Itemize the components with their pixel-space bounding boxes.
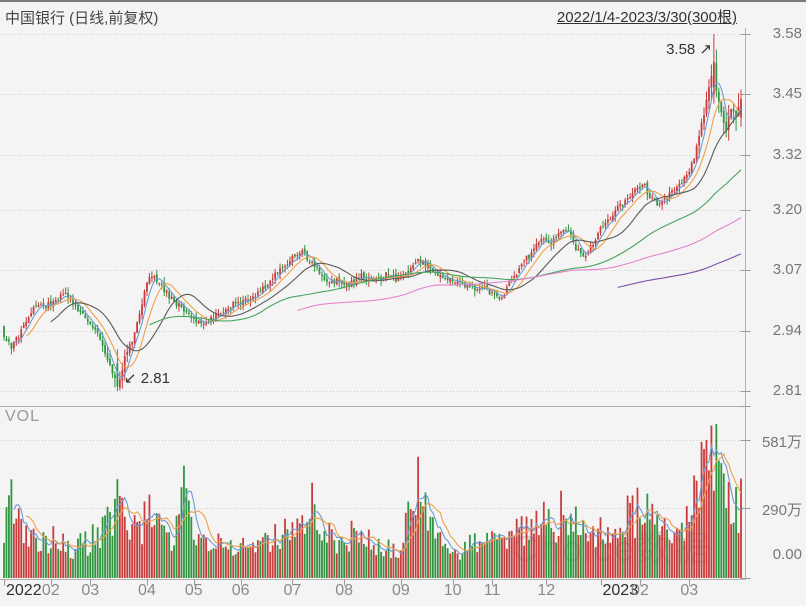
x-tick-label: 02 — [631, 582, 649, 599]
x-tick-label: 10 — [443, 582, 462, 599]
low-annotation: ↙ 2.81 — [124, 370, 170, 387]
price-tick-label: 3.45 — [772, 85, 802, 103]
volume-tick-label: 290万 — [761, 502, 802, 519]
x-tick-label: 05 — [184, 582, 203, 599]
x-tick-label: 08 — [335, 582, 354, 599]
price-tick-label: 3.20 — [772, 201, 802, 219]
price-tick-label: 2.94 — [772, 321, 802, 339]
x-tick-label: 2022 — [6, 582, 42, 599]
x-tick-label: 06 — [231, 582, 250, 599]
price-tick-label: 3.32 — [772, 145, 802, 163]
x-tick-label: 03 — [81, 582, 100, 599]
x-tick-label: 2023 — [602, 582, 639, 599]
price-tick-label: 3.58 — [772, 25, 802, 42]
price-tick-label: 3.07 — [772, 261, 802, 279]
volume-tick-label: 581万 — [761, 434, 802, 451]
date-range-link[interactable]: 2022/1/4-2023/3/30(300根) — [556, 9, 737, 26]
x-tick-label: 03 — [680, 582, 699, 599]
x-tick-label: 12 — [537, 582, 556, 599]
price-tick-label: 2.81 — [772, 382, 802, 399]
x-tick-label: 09 — [391, 582, 410, 599]
page-title: 中国银行 (日线,前复权) — [5, 10, 159, 27]
x-tick-label: 04 — [138, 582, 156, 599]
x-tick-label: 07 — [283, 582, 302, 599]
x-tick-label: 02 — [41, 582, 60, 599]
vol-pane-label: VOL — [5, 408, 41, 425]
high-annotation: 3.58 ↗ — [666, 41, 712, 58]
x-tick-label: 11 — [483, 582, 501, 599]
volume-tick-label: 0.00 — [772, 546, 802, 563]
